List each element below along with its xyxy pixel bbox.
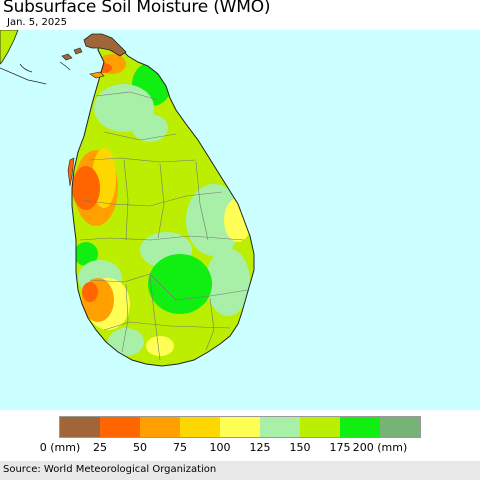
jaffna-peninsula [83, 33, 127, 57]
legend-label: 75 [173, 441, 187, 454]
district-boundaries [79, 91, 249, 361]
legend-swatch-125-150 [260, 417, 300, 437]
kalpitiya-spit [67, 157, 75, 187]
legend-label: 50 [133, 441, 147, 454]
legend-label: 175 [329, 441, 351, 454]
legend-swatch-100-125 [220, 417, 260, 437]
legend-labels: 0 (mm) 25 50 75 100 125 150 175 200 (mm) [0, 441, 480, 457]
legend-swatch-25-50 [100, 417, 140, 437]
zone-southwest-red [82, 282, 98, 302]
zone-south-lightgreen [108, 328, 144, 356]
zone-southeast-lightgreen [206, 248, 250, 316]
legend-label: 200 (mm) [352, 441, 408, 454]
legend-swatch-75-100 [180, 417, 220, 437]
india-coastline-detail [0, 61, 71, 85]
legend-swatch-0-25 [60, 417, 100, 437]
map-date: Jan. 5, 2025 [7, 17, 67, 28]
legend-swatch-175-200 [340, 417, 380, 437]
legend-swatch-200+ [380, 417, 420, 437]
legend-color-bar [59, 416, 421, 438]
zone-west-red [72, 166, 100, 210]
sri-lanka-soil-moisture-map [0, 30, 480, 410]
india-landmass [0, 30, 19, 65]
northern-islets [61, 47, 83, 61]
zone-north-lightgreen-2 [132, 114, 168, 142]
zone-west-green [74, 242, 98, 266]
legend-label: 25 [93, 441, 107, 454]
legend-label: 125 [249, 441, 271, 454]
source-credit: Source: World Meteorological Organizatio… [3, 464, 217, 475]
sri-lanka-island [71, 35, 255, 367]
legend-swatch-50-75 [140, 417, 180, 437]
legend-swatch-150-175 [300, 417, 340, 437]
legend-label: 100 [209, 441, 231, 454]
legend-label: 150 [289, 441, 311, 454]
mannar-island [89, 71, 105, 79]
zone-south-yellow [146, 336, 174, 356]
legend-label: 0 (mm) [39, 441, 81, 454]
zone-center-green [148, 254, 212, 314]
map-title: Subsurface Soil Moisture (WMO) [3, 0, 271, 17]
footer: Source: World Meteorological Organizatio… [0, 461, 480, 480]
